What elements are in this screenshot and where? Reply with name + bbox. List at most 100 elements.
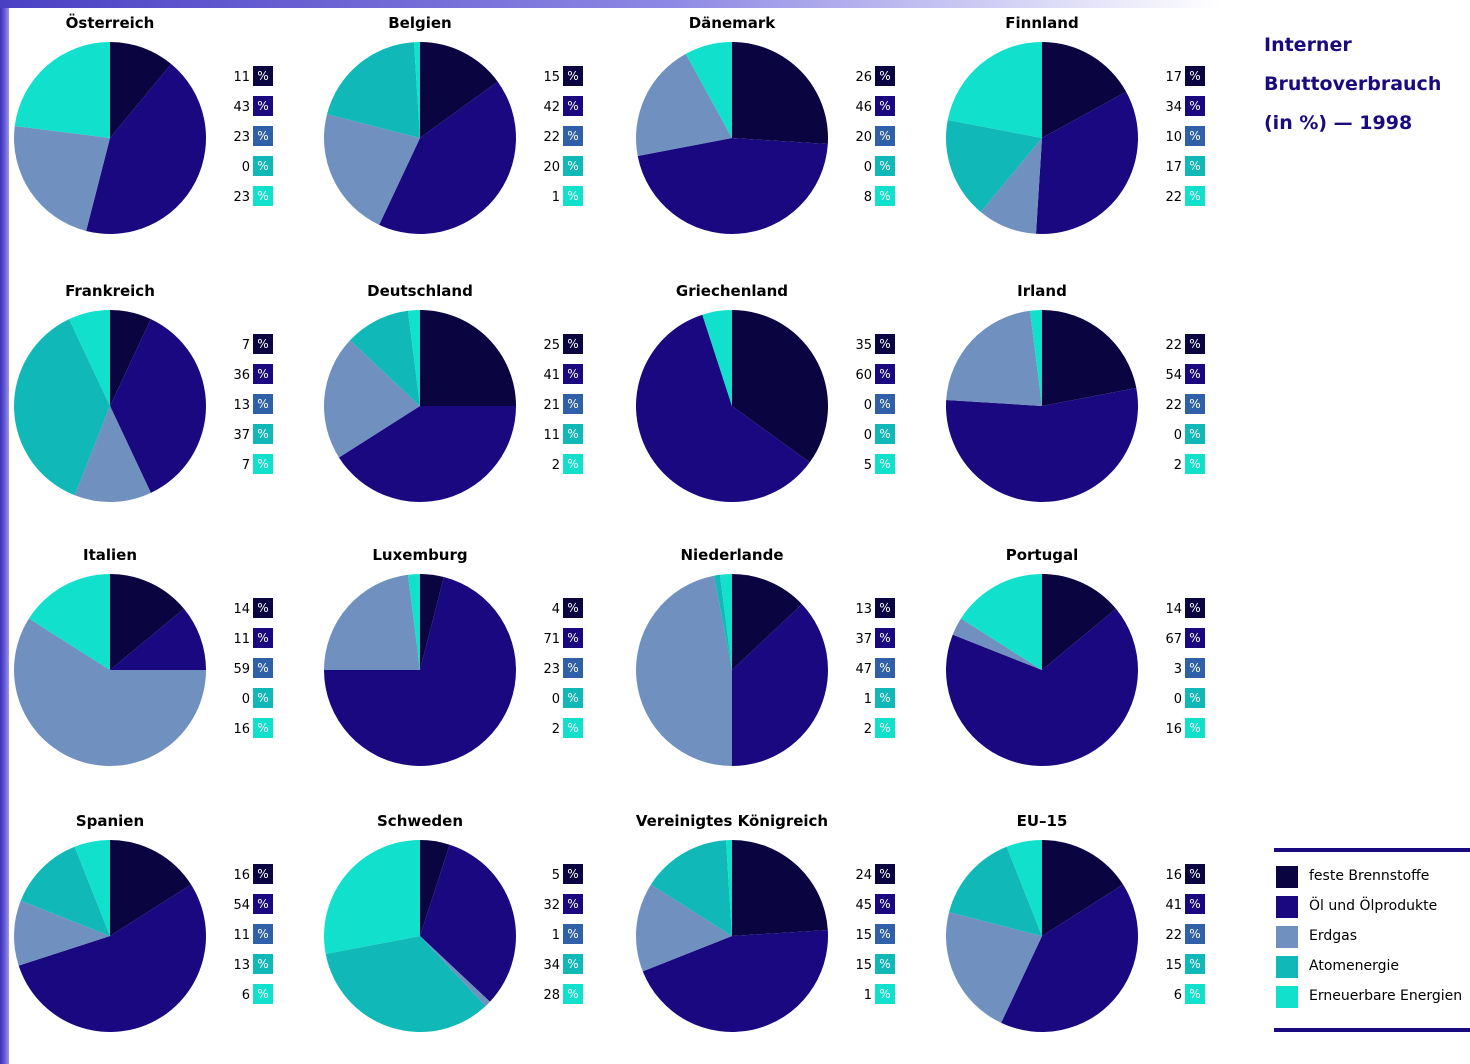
percent-box: [875, 628, 895, 648]
value-label: 22: [543, 130, 560, 145]
value-label: 1: [864, 692, 872, 707]
percent-symbol: %: [257, 721, 268, 735]
percent-box: [563, 156, 583, 176]
value-label: 1: [552, 928, 560, 943]
percent-symbol: %: [567, 691, 578, 705]
percent-box: [563, 894, 583, 914]
percent-symbol: %: [567, 721, 578, 735]
percent-symbol: %: [1189, 397, 1200, 411]
chart-title: Finnland: [1005, 14, 1078, 32]
percent-box: [253, 628, 273, 648]
pie-slice: [946, 310, 1042, 406]
value-label: 20: [543, 160, 560, 175]
pie-chart-danemark: Dänemark 26 % 46 % 20 % 0 % 8%: [636, 14, 895, 234]
percent-box: [563, 394, 583, 414]
percent-box: [563, 718, 583, 738]
percent-box: [253, 718, 273, 738]
percent-symbol: %: [567, 987, 578, 1001]
pie-slice: [420, 574, 444, 670]
value-label: 11: [543, 428, 560, 443]
value-label: 41: [1165, 898, 1182, 913]
percent-symbol: %: [567, 189, 578, 203]
percent-symbol: %: [567, 867, 578, 881]
percent-symbol: %: [257, 367, 268, 381]
value-label: 2: [552, 458, 560, 473]
percent-symbol: %: [257, 631, 268, 645]
percent-box: [875, 334, 895, 354]
percent-box: [1185, 186, 1205, 206]
value-label: 46: [855, 100, 872, 115]
percent-box: [1185, 156, 1205, 176]
percent-box: [1185, 334, 1205, 354]
percent-box: [563, 454, 583, 474]
value-label: 0: [1174, 428, 1182, 443]
percent-symbol: %: [567, 601, 578, 615]
percent-box: [253, 894, 273, 914]
value-label: 0: [864, 398, 872, 413]
value-label: 25: [543, 338, 560, 353]
value-label: 54: [1165, 368, 1182, 383]
value-label: 22: [1165, 190, 1182, 205]
percent-box: [1185, 598, 1205, 618]
percent-box: [563, 658, 583, 678]
legend-item-renewables: Erneuerbare Energien: [1274, 984, 1470, 1010]
percent-box: [875, 688, 895, 708]
value-label: 2: [1174, 458, 1182, 473]
percent-symbol: %: [257, 189, 268, 203]
value-label: 3: [1174, 662, 1182, 677]
chart-title: Griechenland: [676, 282, 788, 300]
percent-symbol: %: [257, 69, 268, 83]
value-label: 17: [1165, 70, 1182, 85]
pie-slice: [1029, 310, 1042, 406]
percent-box: [875, 718, 895, 738]
chart-title: Spanien: [76, 812, 144, 830]
value-label: 15: [855, 958, 872, 973]
page-title: Interner Bruttoverbrauch (in %) — 1998: [1264, 26, 1464, 143]
percent-symbol: %: [567, 397, 578, 411]
percent-box: [875, 424, 895, 444]
pie-slice: [946, 608, 1138, 767]
value-label: 14: [1165, 602, 1182, 617]
value-label: 16: [1165, 868, 1182, 883]
percent-box: [1185, 424, 1205, 444]
percent-symbol: %: [257, 159, 268, 173]
percent-symbol: %: [257, 129, 268, 143]
pie-slice: [1001, 884, 1138, 1032]
percent-box: [253, 394, 273, 414]
pie-slice: [69, 310, 110, 406]
percent-symbol: %: [257, 957, 268, 971]
chart-title: Schweden: [377, 812, 463, 830]
percent-box: [253, 424, 273, 444]
legend-label: Erneuerbare Energien: [1309, 988, 1463, 1004]
percent-box: [563, 364, 583, 384]
pie-slice: [946, 912, 1042, 1023]
pie-slice: [732, 840, 828, 936]
pie-slice: [960, 574, 1042, 670]
percent-symbol: %: [879, 69, 890, 83]
percent-symbol: %: [879, 189, 890, 203]
value-label: 67: [1165, 632, 1182, 647]
percent-box: [875, 598, 895, 618]
percent-symbol: %: [257, 661, 268, 675]
percent-box: [875, 894, 895, 914]
pie-slice: [14, 618, 207, 766]
percent-symbol: %: [1189, 691, 1200, 705]
value-label: 0: [242, 692, 250, 707]
title-line-3: (in %) — 1998: [1264, 112, 1413, 134]
pie-slice: [420, 936, 490, 1006]
legend-item-solid-fuels: feste Brennstoffe: [1274, 864, 1470, 890]
percent-box: [253, 924, 273, 944]
percent-symbol: %: [1189, 337, 1200, 351]
value-label: 35: [855, 338, 872, 353]
chart-title: Frankreich: [65, 282, 155, 300]
pie-slice: [980, 138, 1042, 234]
pie-slice: [635, 575, 732, 767]
value-label: 23: [543, 662, 560, 677]
value-label: 22: [1165, 398, 1182, 413]
percent-box: [563, 984, 583, 1004]
chart-title: Belgien: [388, 14, 451, 32]
pie-slice: [642, 929, 828, 1032]
percent-box: [253, 334, 273, 354]
percent-symbol: %: [567, 99, 578, 113]
